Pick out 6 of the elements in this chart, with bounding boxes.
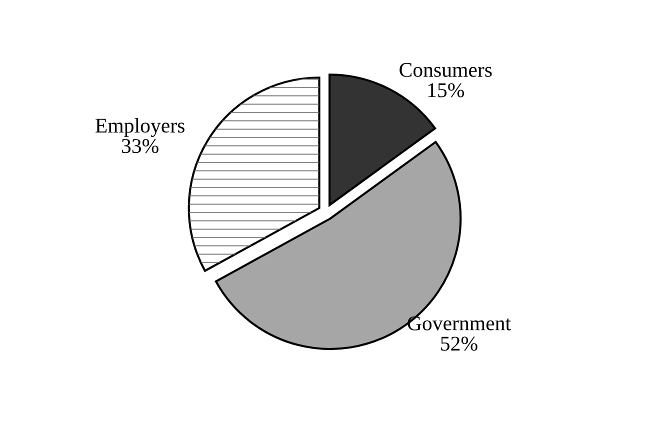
data-label: 33% bbox=[122, 139, 158, 154]
slice-label: Consumers bbox=[400, 62, 492, 77]
data-label: 15% bbox=[428, 83, 464, 98]
slice-label: Employers bbox=[96, 118, 184, 137]
data-label: 52% bbox=[441, 336, 478, 351]
slice-label: Government bbox=[408, 316, 511, 330]
